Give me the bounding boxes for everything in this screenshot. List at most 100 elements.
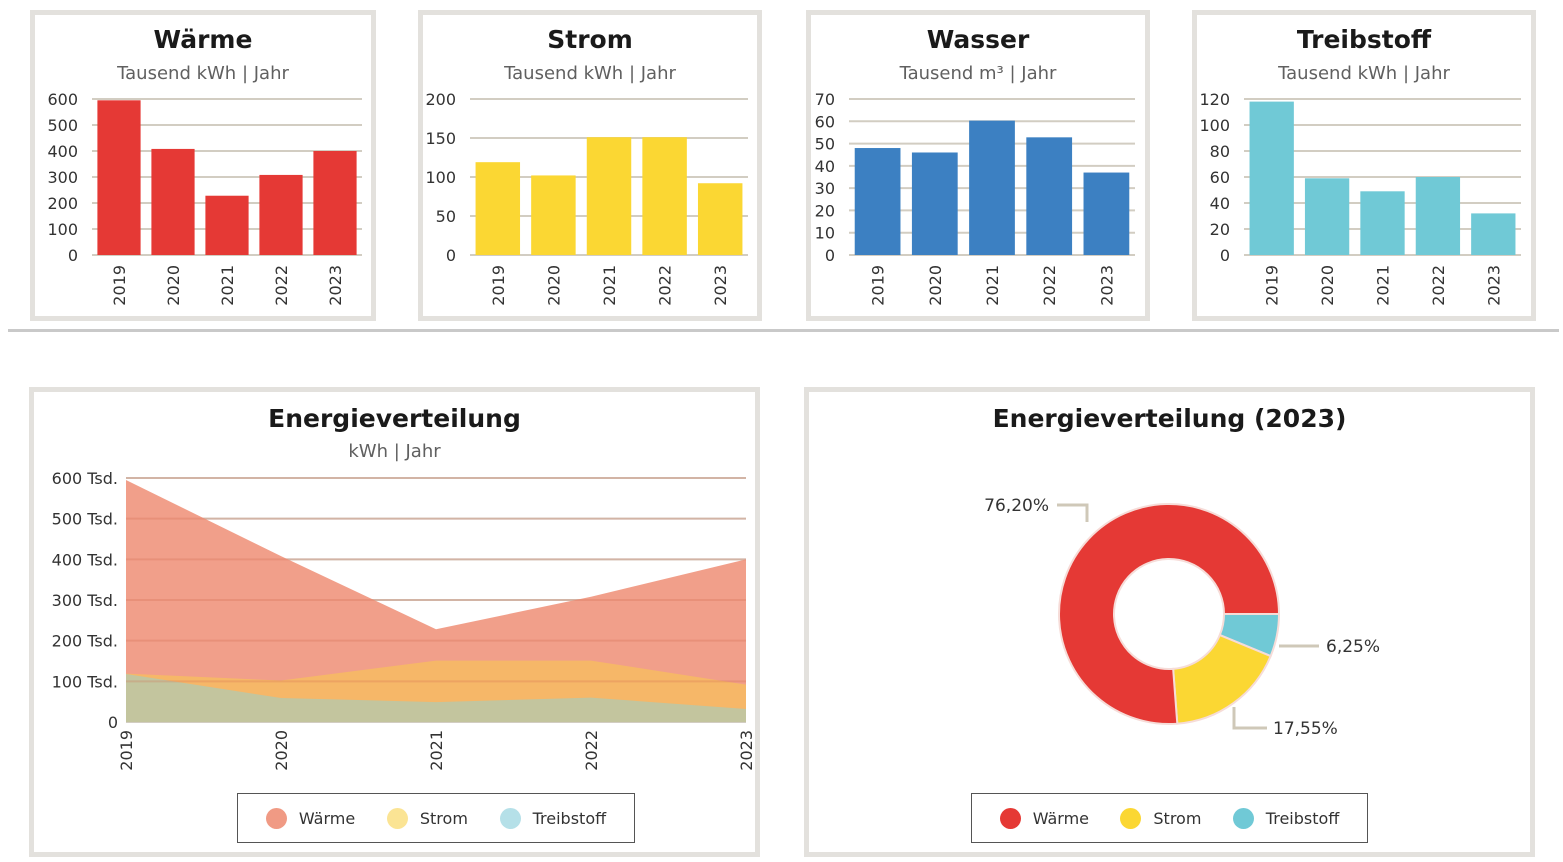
legend-label: Wärme bbox=[1032, 808, 1090, 828]
legend-item-waerme[interactable]: Wärme bbox=[265, 807, 356, 829]
legend-dot-icon bbox=[499, 807, 521, 829]
bar bbox=[1471, 213, 1516, 255]
x-tick-label: 2021 bbox=[983, 265, 1002, 306]
legend-item-strom[interactable]: Strom bbox=[386, 807, 468, 829]
y-tick-label: 50 bbox=[815, 135, 835, 154]
bar bbox=[969, 120, 1015, 255]
y-tick-label: 100 bbox=[47, 220, 78, 239]
donut-chart-energieverteilung-2023: 76,20% 17,55% 6,25% bbox=[984, 496, 1380, 739]
x-tick-label: 2023 bbox=[1097, 265, 1116, 306]
y-tick-label: 600 Tsd. bbox=[52, 469, 118, 488]
x-tick-label: 2023 bbox=[737, 730, 756, 771]
x-tick-label: 2020 bbox=[544, 265, 563, 306]
legend-label: Treibstoff bbox=[532, 808, 607, 828]
leader-line bbox=[1232, 707, 1267, 730]
x-tick-label: 2022 bbox=[1429, 265, 1448, 306]
legend-dot-icon bbox=[265, 807, 287, 829]
x-tick-label: 2023 bbox=[326, 265, 345, 306]
x-tick-label: 2020 bbox=[272, 730, 291, 771]
panel-waerme: Wärme Tausend kWh | Jahr 0 100 200 300 400 50… bbox=[30, 10, 376, 321]
bar bbox=[531, 175, 576, 255]
y-tick-label: 400 bbox=[47, 142, 78, 161]
slice-label: 6,25% bbox=[1326, 637, 1380, 657]
x-tick-label: 2021 bbox=[427, 730, 446, 771]
y-tick-label: 500 bbox=[47, 116, 78, 135]
bar bbox=[151, 148, 195, 255]
bar bbox=[1360, 191, 1405, 255]
y-tick-label: 0 bbox=[108, 713, 118, 732]
y-tick-label: 100 bbox=[1199, 116, 1230, 135]
y-tick-label: 20 bbox=[1210, 220, 1230, 239]
bar bbox=[854, 148, 901, 255]
y-tick-label: 200 bbox=[425, 90, 456, 109]
slice-label: 76,20% bbox=[984, 496, 1049, 516]
legend-label: Strom bbox=[1153, 808, 1202, 828]
y-tick-label: 0 bbox=[1220, 246, 1230, 265]
y-tick-label: 500 Tsd. bbox=[52, 510, 118, 529]
slice-label: 17,55% bbox=[1273, 719, 1338, 739]
y-tick-label: 10 bbox=[815, 224, 835, 243]
y-tick-label: 100 bbox=[425, 168, 456, 187]
x-tick-label: 2022 bbox=[582, 730, 601, 771]
bar bbox=[1083, 172, 1130, 255]
y-tick-label: 200 bbox=[47, 194, 78, 213]
panel-energieverteilung-2023: Energieverteilung (2023) 76,20% 17,55% 6,2… bbox=[804, 387, 1535, 857]
y-tick-label: 300 Tsd. bbox=[52, 591, 118, 610]
chart-subtitle: Tausend m³ | Jahr bbox=[899, 63, 1057, 84]
x-tick-label: 2019 bbox=[110, 265, 129, 306]
x-tick-label: 2022 bbox=[1040, 265, 1059, 306]
panel-energieverteilung: Energieverteilung kWh | Jahr 0 100 Tsd. 20… bbox=[29, 387, 760, 857]
x-tick-label: 2019 bbox=[1263, 265, 1282, 306]
x-tick-label: 2020 bbox=[164, 265, 183, 306]
bar bbox=[911, 152, 958, 255]
chart-title: Wasser bbox=[926, 25, 1030, 54]
bar bbox=[1415, 177, 1461, 255]
chart-title: Strom bbox=[547, 25, 633, 54]
chart-title: Energieverteilung bbox=[268, 404, 521, 433]
x-tick-label: 2019 bbox=[869, 265, 888, 306]
chart-title: Energieverteilung (2023) bbox=[992, 404, 1347, 433]
y-tick-label: 0 bbox=[825, 246, 835, 265]
area-series-treibstoff bbox=[126, 674, 746, 722]
x-tick-label: 2022 bbox=[272, 265, 291, 306]
legend-label: Treibstoff bbox=[1265, 808, 1340, 828]
legend-item-waerme[interactable]: Wärme bbox=[999, 807, 1090, 829]
legend-dot-icon bbox=[1120, 807, 1142, 829]
leader-line bbox=[1057, 503, 1089, 522]
x-tick-label: 2022 bbox=[656, 265, 675, 306]
y-tick-label: 200 Tsd. bbox=[52, 632, 118, 651]
panel-strom: Strom Tausend kWh | Jahr 0 50 100 150 200 201… bbox=[418, 10, 762, 321]
bar-chart-strom: 0 50 100 150 200 2019 2020 2021 2022 2023 bbox=[425, 90, 748, 306]
bar bbox=[97, 100, 141, 255]
chart-legend: Wärme Strom Treibstoff bbox=[237, 793, 635, 843]
bar bbox=[205, 195, 249, 255]
y-tick-label: 30 bbox=[815, 179, 835, 198]
y-tick-label: 70 bbox=[815, 90, 835, 109]
x-tick-label: 2021 bbox=[600, 265, 619, 306]
y-tick-label: 40 bbox=[1210, 194, 1230, 213]
x-tick-label: 2023 bbox=[711, 265, 730, 306]
legend-item-strom[interactable]: Strom bbox=[1120, 807, 1202, 829]
chart-title: Wärme bbox=[153, 25, 253, 54]
bar bbox=[313, 151, 357, 255]
chart-subtitle: Tausend kWh | Jahr bbox=[504, 63, 676, 84]
bar bbox=[475, 162, 521, 255]
chart-title: Treibstoff bbox=[1296, 25, 1432, 54]
legend-label: Wärme bbox=[298, 808, 356, 828]
legend-item-treibstoff[interactable]: Treibstoff bbox=[499, 807, 607, 829]
y-tick-label: 0 bbox=[68, 246, 78, 265]
x-tick-label: 2019 bbox=[489, 265, 508, 306]
donut-slice-waerme bbox=[1058, 503, 1281, 725]
section-divider bbox=[8, 329, 1559, 332]
bar-chart-waerme: 0 100 200 300 400 500 600 2019 2020 2021 2022 2023 bbox=[47, 90, 362, 306]
bar bbox=[1249, 101, 1294, 255]
bar bbox=[697, 183, 743, 255]
y-tick-label: 150 bbox=[425, 129, 456, 148]
bar-chart-treibstoff: 0 20 40 60 80 100 120 2019 2020 2021 2022 2023 bbox=[1199, 90, 1521, 306]
chart-subtitle: Tausend kWh | Jahr bbox=[117, 63, 289, 84]
y-tick-label: 40 bbox=[815, 157, 835, 176]
legend-item-treibstoff[interactable]: Treibstoff bbox=[1232, 807, 1340, 829]
bar bbox=[259, 174, 303, 255]
bar bbox=[642, 137, 687, 255]
chart-subtitle: Tausend kWh | Jahr bbox=[1278, 63, 1450, 84]
